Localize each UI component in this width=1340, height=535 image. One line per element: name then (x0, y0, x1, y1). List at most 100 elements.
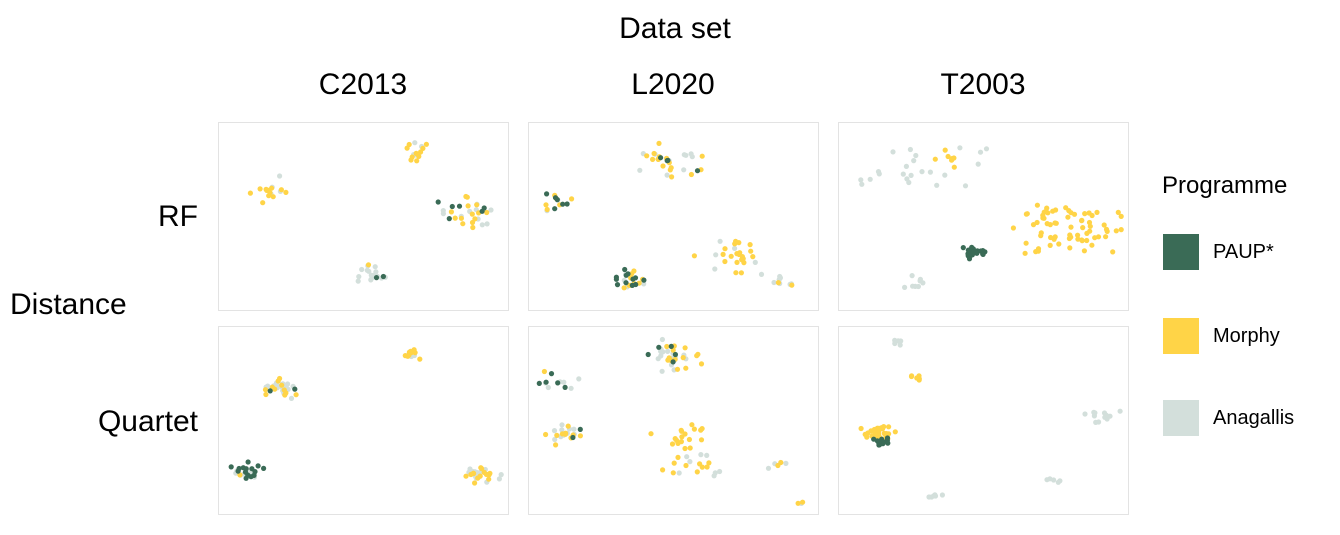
scatter-point (732, 245, 738, 251)
scatter-point (548, 371, 555, 377)
scatter-point (699, 464, 705, 470)
scatter-point (775, 280, 781, 286)
scatter-point (622, 266, 628, 273)
scatter-point (890, 149, 896, 155)
scatter-point (651, 150, 657, 157)
scatter-point (637, 167, 643, 173)
scatter-point (669, 174, 675, 180)
scatter-plot (536, 336, 806, 506)
scatter-point (565, 423, 571, 429)
scatter-point (858, 177, 864, 183)
scatter-point (699, 426, 705, 432)
scatter-point (1079, 238, 1085, 244)
legend-item-morphy: Morphy (1163, 318, 1333, 358)
scatter-point (1034, 202, 1040, 208)
scatter-point (694, 168, 701, 174)
scatter-point (951, 164, 957, 170)
scatter-point (659, 336, 665, 343)
scatter-point (917, 276, 923, 282)
scatter-point (561, 379, 567, 385)
legend-swatch-paup (1163, 234, 1199, 270)
scatter-point (249, 466, 255, 472)
scatter-point (672, 351, 678, 358)
scatter-point (479, 222, 485, 228)
scatter-point (682, 445, 688, 452)
scatter-point (777, 273, 783, 280)
scatter-point (368, 277, 374, 283)
scatter-point (969, 244, 975, 250)
scatter-point (380, 273, 386, 280)
scatter-point (1117, 408, 1123, 414)
scatter-point (552, 206, 558, 212)
scatter-point (1081, 248, 1087, 254)
scatter-point (1047, 242, 1053, 248)
scatter-point (359, 266, 365, 273)
scatter-point (1067, 245, 1073, 251)
scatter-point (897, 342, 903, 348)
scatter-point (932, 156, 938, 162)
scatter-plot (858, 145, 1124, 290)
scatter-point (372, 264, 378, 270)
scatter-point (228, 464, 234, 470)
scatter-point (554, 432, 560, 438)
scatter-point (1057, 478, 1063, 484)
scatter-point (417, 356, 423, 362)
scatter-point (1102, 414, 1108, 420)
scatter-point (414, 158, 420, 164)
scatter-point (1044, 221, 1050, 227)
legend-swatch-morphy (1163, 318, 1199, 354)
scatter-point (1092, 235, 1098, 241)
scatter-point (736, 240, 742, 246)
scatter-point (1118, 227, 1124, 233)
legend-label-anagallis: Anagallis (1213, 407, 1295, 429)
scatter-point (479, 466, 485, 472)
row-label-quartet: Quartet (97, 405, 198, 438)
scatter-point (262, 387, 269, 393)
panel-c2013-quartet (218, 326, 509, 515)
scatter-point (688, 171, 694, 178)
scatter-point (957, 145, 963, 151)
scatter-point (778, 459, 784, 466)
scatter-point (678, 439, 684, 445)
scatter-point (712, 470, 718, 476)
scatter-point (902, 284, 908, 290)
scatter-point (733, 270, 739, 276)
scatter-point (569, 196, 575, 202)
scatter-point (667, 167, 673, 173)
scatter-point (648, 431, 654, 437)
scatter-point (722, 258, 728, 265)
scatter-point (674, 366, 681, 372)
scatter-point (1038, 230, 1044, 236)
scatter-point (656, 344, 662, 350)
scatter-point (691, 426, 697, 432)
scatter-point (283, 390, 289, 396)
scatter-point (373, 275, 380, 281)
scatter-point (486, 476, 492, 482)
legend-label-paup: PAUP* (1213, 241, 1274, 263)
scatter-point (279, 382, 285, 388)
scatter-point (965, 251, 971, 257)
scatter-point (270, 194, 276, 200)
scatter-point (564, 201, 570, 207)
scatter-point (644, 153, 650, 159)
legend-label-morphy: Morphy (1213, 325, 1280, 347)
scatter-point (440, 211, 446, 217)
scatter-point (687, 459, 693, 465)
scatter-point (484, 209, 490, 216)
scatter-point (1080, 225, 1086, 231)
scatter-point (884, 431, 890, 437)
scatter-point (670, 470, 676, 476)
scatter-point (712, 266, 718, 272)
scatter-point (1094, 209, 1100, 215)
scatter-point (1101, 410, 1108, 416)
scatter-point (408, 157, 414, 163)
figure-title: Data set (619, 12, 731, 45)
scatter-point (926, 494, 932, 500)
scatter-point (671, 460, 677, 466)
scatter-point (411, 347, 417, 353)
scatter-point (641, 281, 647, 287)
scatter-point (1086, 219, 1093, 226)
scatter-point (942, 172, 948, 178)
scatter-point (257, 186, 263, 192)
scatter-point (277, 173, 283, 179)
